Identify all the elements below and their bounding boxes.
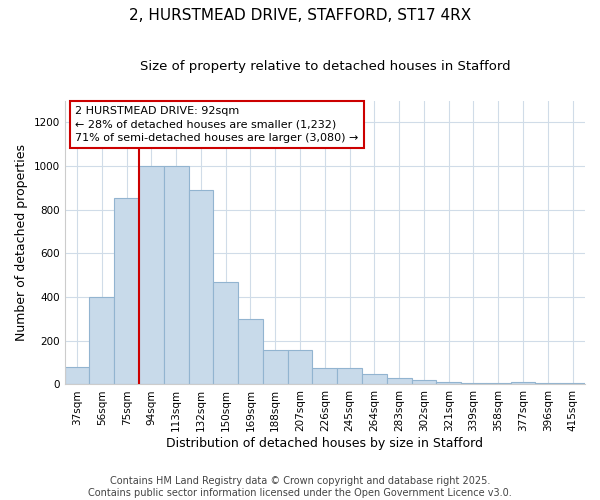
Text: 2 HURSTMEAD DRIVE: 92sqm
← 28% of detached houses are smaller (1,232)
71% of sem: 2 HURSTMEAD DRIVE: 92sqm ← 28% of detach…	[75, 106, 358, 142]
Bar	[89, 297, 114, 384]
Bar	[337, 368, 362, 384]
Y-axis label: Number of detached properties: Number of detached properties	[15, 144, 28, 341]
Bar	[387, 378, 412, 384]
Bar	[436, 382, 461, 384]
Text: Contains HM Land Registry data © Crown copyright and database right 2025.
Contai: Contains HM Land Registry data © Crown c…	[88, 476, 512, 498]
Bar	[362, 374, 387, 384]
Bar	[263, 350, 287, 384]
Bar	[139, 166, 164, 384]
Bar	[287, 350, 313, 384]
Bar	[214, 282, 238, 384]
Bar	[511, 382, 535, 384]
Bar	[188, 190, 214, 384]
Bar	[313, 368, 337, 384]
Bar	[238, 319, 263, 384]
Bar	[412, 380, 436, 384]
X-axis label: Distribution of detached houses by size in Stafford: Distribution of detached houses by size …	[166, 437, 484, 450]
Title: Size of property relative to detached houses in Stafford: Size of property relative to detached ho…	[140, 60, 510, 73]
Bar	[164, 166, 188, 384]
Text: 2, HURSTMEAD DRIVE, STAFFORD, ST17 4RX: 2, HURSTMEAD DRIVE, STAFFORD, ST17 4RX	[129, 8, 471, 22]
Bar	[65, 367, 89, 384]
Bar	[114, 198, 139, 384]
